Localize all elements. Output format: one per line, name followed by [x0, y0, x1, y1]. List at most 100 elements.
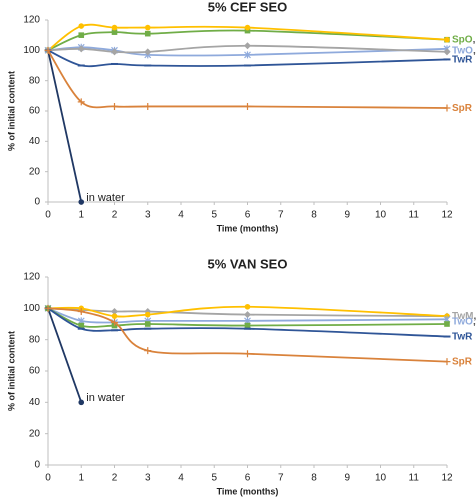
x-tick-label: 5: [211, 473, 217, 484]
marker: [144, 321, 151, 327]
marker: [77, 98, 85, 106]
x-tick-label: 2: [112, 473, 118, 484]
series-label: in water: [86, 392, 125, 404]
x-tick-label: 12: [441, 473, 453, 484]
x-tick-label: 6: [245, 210, 251, 221]
x-tick-label: 3: [145, 473, 151, 484]
marker: [111, 307, 118, 315]
x-tick-label: 0: [45, 210, 51, 221]
marker: [244, 311, 251, 319]
series-name: TwO: [452, 45, 473, 56]
marker: [144, 30, 151, 37]
marker: [244, 350, 251, 358]
marker: [111, 313, 118, 319]
marker: [78, 32, 85, 38]
marker: [78, 23, 85, 29]
series-label: in water: [86, 192, 125, 204]
marker: [111, 24, 118, 31]
series-name: TwO: [452, 316, 473, 327]
series-line: [47, 308, 83, 403]
series-label: TwM, SpM: [452, 311, 476, 322]
x-tick-label: 1: [78, 473, 84, 484]
marker: [44, 46, 52, 54]
marker: [77, 307, 85, 315]
y-tick-label: 100: [23, 303, 40, 314]
marker: [111, 318, 118, 326]
marker: [443, 48, 451, 56]
y-tick-label: 60: [29, 366, 41, 377]
x-tick-label: 6: [245, 473, 251, 484]
marker: [78, 199, 85, 205]
x-tick-label: 2: [112, 210, 118, 221]
y-tick-label: 80: [29, 334, 41, 345]
y-tick-label: 40: [29, 397, 41, 408]
y-tick-label: 60: [29, 106, 41, 117]
x-tick-label: 4: [178, 210, 184, 221]
x-tick-label: 12: [441, 210, 453, 221]
marker: [443, 358, 451, 366]
series-line: [47, 50, 83, 203]
marker: [77, 45, 85, 53]
marker: [111, 102, 118, 110]
marker: [244, 24, 251, 31]
series-label: SpO, SpM: [452, 34, 476, 45]
x-tick-label: 7: [278, 473, 284, 484]
y-tick-label: 120: [23, 272, 40, 283]
x-tick-label: 10: [375, 210, 387, 221]
y-axis-label: % of initial content: [6, 71, 16, 151]
label-separator: ,: [473, 316, 476, 327]
label-separator: ,: [473, 311, 476, 322]
marker: [244, 303, 251, 310]
series-name: SpR: [452, 103, 473, 114]
x-tick-label: 9: [344, 210, 350, 221]
label-separator: ,: [473, 45, 476, 56]
y-tick-label: 0: [34, 197, 40, 208]
y-tick-label: 0: [34, 460, 40, 471]
marker: [244, 27, 251, 34]
x-tick-label: 0: [45, 473, 51, 484]
marker: [144, 347, 152, 355]
x-tick-label: 8: [311, 210, 317, 221]
series-label: TwO, SpO: [452, 316, 476, 327]
marker: [111, 48, 118, 56]
series-label: SpR: [452, 356, 473, 367]
y-tick-label: 20: [29, 166, 41, 177]
y-tick-label: 120: [23, 15, 40, 26]
series-name: SpO: [452, 34, 473, 45]
y-tick-label: 40: [29, 136, 41, 147]
series-name: TwM: [452, 311, 473, 322]
chart-title: 5% CEF SEO: [208, 0, 287, 14]
x-tick-label: 9: [344, 473, 350, 484]
x-tick-label: 7: [278, 210, 284, 221]
y-tick-label: 80: [29, 75, 41, 86]
x-tick-label: 8: [311, 473, 317, 484]
marker: [144, 48, 152, 56]
series-label: TwR: [452, 54, 473, 65]
x-tick-label: 1: [78, 210, 84, 221]
series-name: SpR: [452, 356, 473, 367]
x-tick-label: 11: [409, 473, 420, 484]
y-tick-label: 20: [29, 428, 41, 439]
marker: [78, 399, 85, 406]
series-label: SpR: [452, 103, 473, 114]
marker: [443, 104, 451, 112]
x-tick-label: 11: [409, 210, 420, 221]
x-axis-label: Time (months): [217, 223, 279, 233]
series-name: TwR: [452, 54, 473, 65]
x-axis-label: Time (months): [217, 486, 279, 496]
series-name: TwR: [452, 331, 473, 342]
series-label: TwO, TwM: [452, 45, 476, 56]
marker: [44, 304, 52, 312]
x-tick-label: 5: [211, 210, 217, 221]
marker: [444, 36, 450, 43]
marker: [111, 29, 118, 35]
marker: [244, 322, 251, 329]
marker: [144, 24, 151, 31]
x-tick-label: 4: [178, 473, 184, 484]
marker: [144, 311, 151, 318]
x-tick-label: 3: [145, 210, 151, 221]
y-tick-label: 100: [23, 45, 40, 56]
x-tick-label: 10: [375, 473, 387, 484]
